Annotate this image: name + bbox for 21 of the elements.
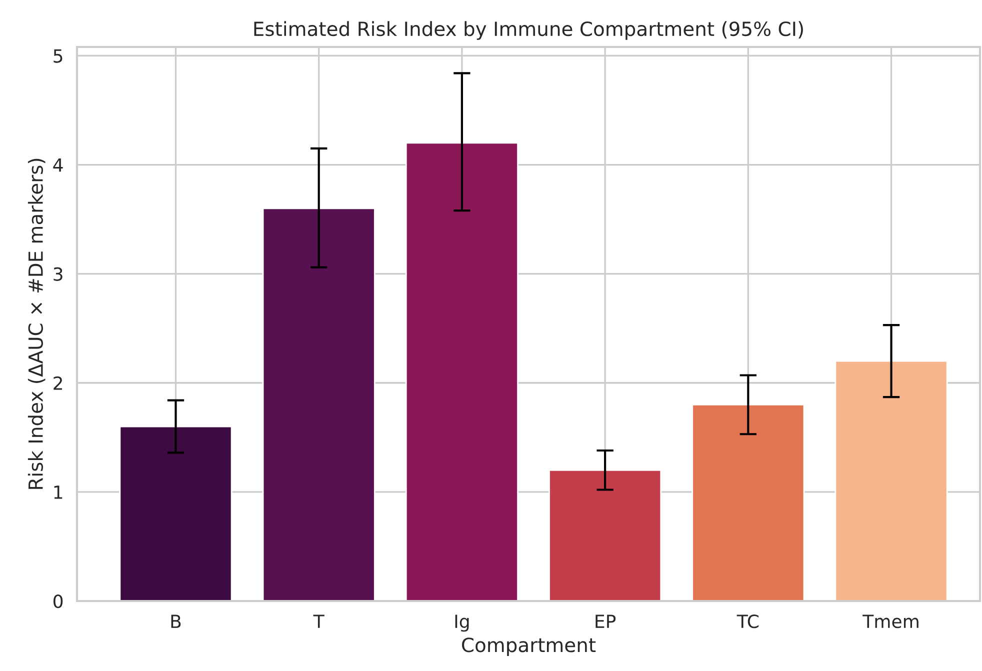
y-tick-label: 2 — [54, 376, 62, 390]
bar — [405, 142, 518, 601]
chart-title: Estimated Risk Index by Immune Compartment (95% CI) — [254, 21, 803, 40]
y-axis-title: Risk Index (ΔAUC × #DE markers) — [28, 158, 46, 489]
bar — [692, 404, 805, 601]
y-tick-label: 3 — [54, 267, 62, 281]
x-tick-label: B — [171, 614, 181, 628]
x-tick-label: TC — [736, 614, 758, 628]
bar — [548, 469, 662, 601]
y-tick-label: 1 — [54, 486, 62, 499]
y-tick-label: 0 — [54, 594, 63, 608]
bar — [119, 426, 232, 601]
bar — [834, 360, 948, 601]
x-axis-title: Compartment — [462, 638, 596, 656]
y-tick-label: 4 — [53, 158, 63, 172]
x-tick-label: EP — [596, 614, 616, 628]
x-tick-label: T — [313, 614, 324, 628]
y-tick-label: 5 — [54, 49, 62, 63]
x-tick-label: Tmem — [862, 614, 918, 628]
x-tick-label: Ig — [455, 614, 469, 632]
bar — [262, 208, 376, 601]
